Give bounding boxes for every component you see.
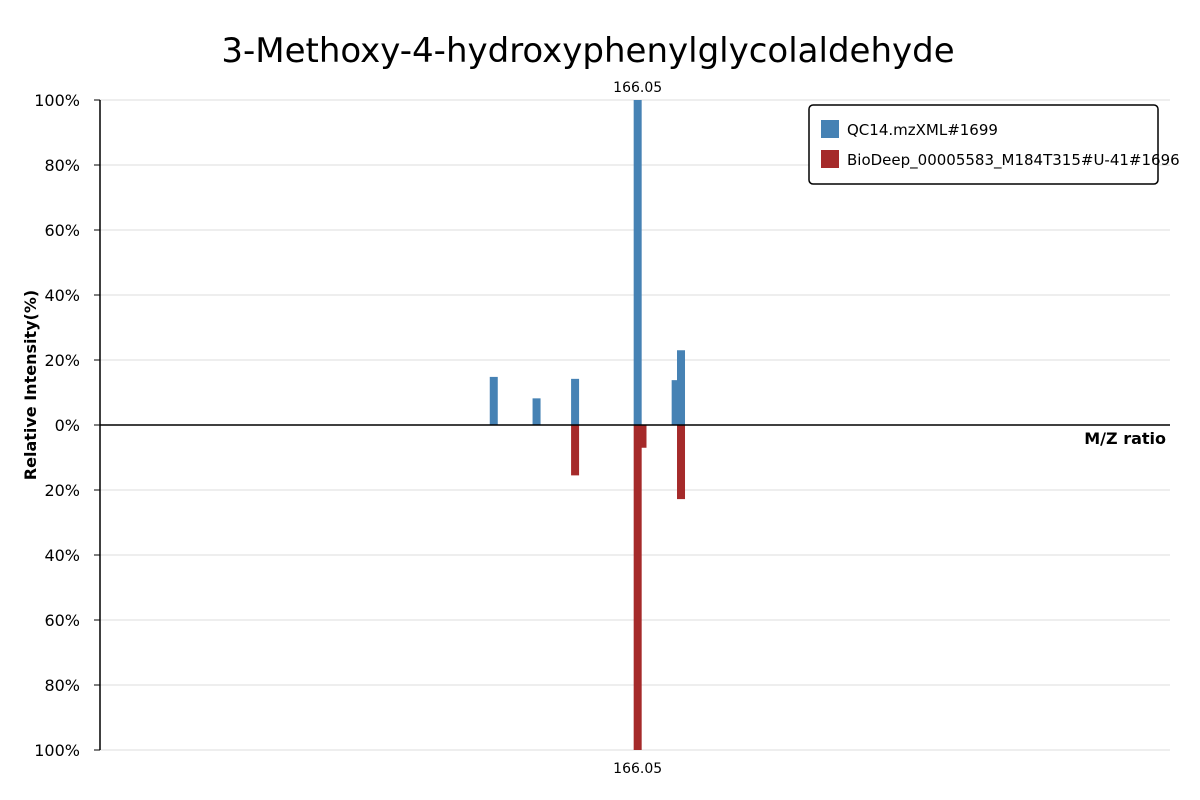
y-tick-label: 80% [44,156,80,175]
peak-bars [489,100,686,750]
y-tick-label: 0% [55,416,80,435]
y-tick-label: 40% [44,546,80,565]
legend-swatch-qc14 [821,120,839,138]
legend-box [808,104,1159,185]
y-tick-label: 60% [44,611,80,630]
y-tick-label: 40% [44,286,80,305]
y-axis-ticks: 100% 80% 60% 40% 20% 0% 20% 40% 60% 80% 100% [34,91,100,760]
peak-bar-reference [677,425,686,500]
y-axis-label: Relative Intensity(%) [21,290,40,480]
peak-bar-reference [571,425,580,476]
peak-bar-sample [489,376,498,425]
peak-bar-sample [677,350,686,425]
peak-bar-sample [671,380,680,425]
y-tick-label: 20% [44,351,80,370]
bottom-peak-label: 166.05 [613,761,662,777]
peak-bar-sample [633,100,642,425]
legend-swatch-biodeep [821,150,839,168]
peak-bar-sample [532,398,541,425]
x-axis-label: M/Z ratio [1084,429,1166,448]
legend: QC14.mzXML#1699 BioDeep_00005583_M184T31… [808,104,1180,185]
peak-bar-sample [571,378,580,425]
peak-bar-reference [633,425,642,750]
y-tick-label: 60% [44,221,80,240]
y-tick-label: 80% [44,676,80,695]
peak-bar-reference [638,425,647,448]
y-tick-label: 100% [34,91,80,110]
legend-entry-qc14: QC14.mzXML#1699 [847,121,998,139]
top-peak-label: 166.05 [613,80,662,96]
legend-entry-biodeep: BioDeep_00005583_M184T315#U-41#1696 [847,151,1180,170]
y-tick-label: 20% [44,481,80,500]
chart-title: 3-Methoxy-4-hydroxyphenylglycolaldehyde [221,31,954,71]
y-tick-label: 100% [34,741,80,760]
